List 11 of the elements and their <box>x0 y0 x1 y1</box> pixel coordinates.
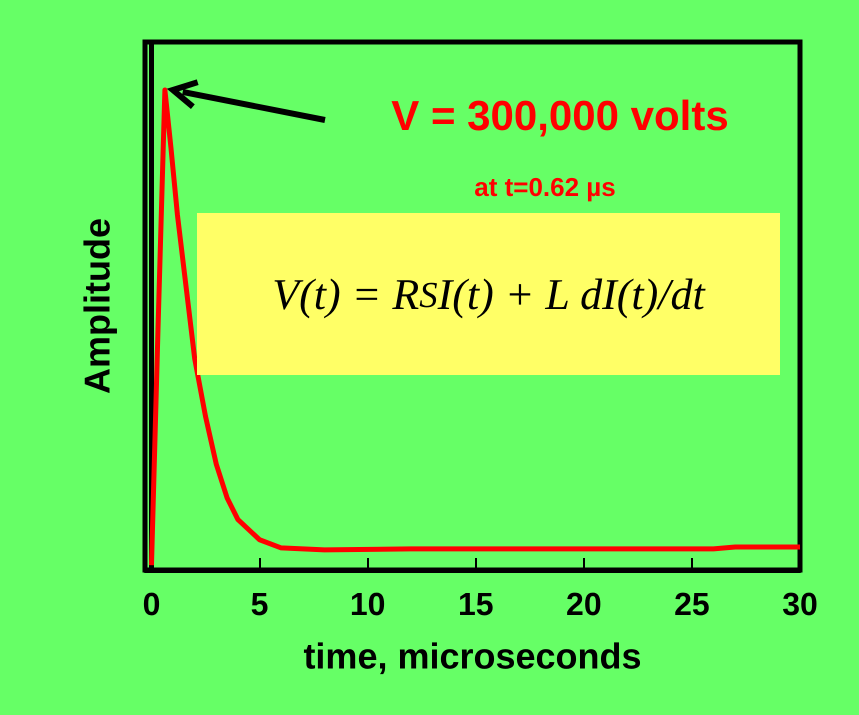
x-tick-label: 10 <box>350 586 386 622</box>
annotation: V = 300,000 volts <box>391 92 729 140</box>
x-tick-label: 20 <box>566 586 602 622</box>
x-axis-title: time, microseconds <box>303 636 642 676</box>
x-tick-label: 30 <box>782 586 818 622</box>
x-tick-label: 5 <box>250 586 268 622</box>
x-tick-label: 25 <box>674 586 710 622</box>
annotation: at t=0.62 µs <box>474 172 616 203</box>
x-tick-label: 15 <box>458 586 494 622</box>
x-tick-label: 0 <box>142 586 160 622</box>
y-axis-title: Amplitude <box>76 218 118 394</box>
